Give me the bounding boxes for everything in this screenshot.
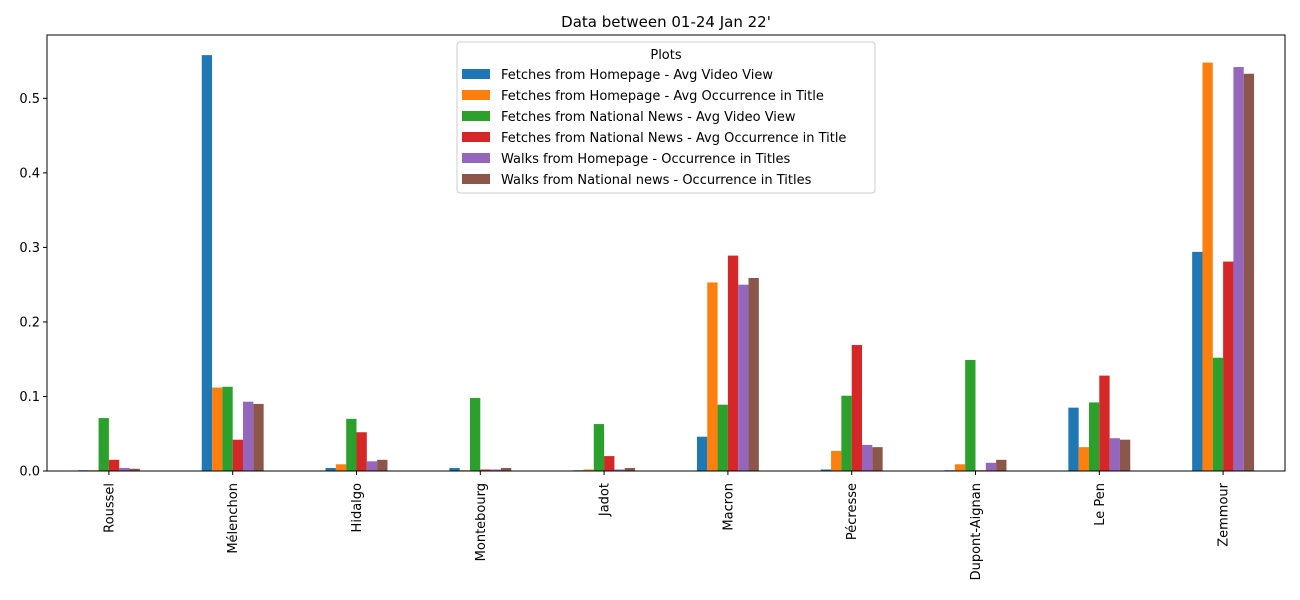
bar-le pen-series-2 xyxy=(1078,447,1089,471)
plot-frame xyxy=(46,34,1286,472)
bar-dupont-aignan-series-6 xyxy=(996,459,1007,471)
x-tick-label: Macron xyxy=(721,483,736,531)
bar-hidalgo-series-5 xyxy=(366,461,378,471)
bar-mélenchon-series-2 xyxy=(212,387,223,471)
y-tick-label: 0.0 xyxy=(19,465,40,480)
legend-swatch xyxy=(462,111,490,121)
legend-frame xyxy=(456,41,876,194)
x-tick-label: Jadot xyxy=(598,483,613,517)
legend-entry: Fetches from National News - Avg Video V… xyxy=(501,110,796,125)
y-tick-label: 0.3 xyxy=(19,241,40,256)
x-tick-label: Roussel xyxy=(102,483,117,533)
legend-swatch xyxy=(462,69,490,79)
legend-entry: Fetches from Homepage - Avg Occurrence i… xyxy=(501,89,824,104)
bar-roussel-series-6 xyxy=(129,468,140,471)
chart-title: Data between 01-24 Jan 22' xyxy=(561,13,771,31)
bar-hidalgo-series-6 xyxy=(377,459,388,471)
legend-entry: Fetches from National News - Avg Occurre… xyxy=(501,131,846,146)
bar-montebourg-series-6 xyxy=(500,468,512,471)
bar-mélenchon-series-6 xyxy=(253,403,264,471)
bar-roussel-series-3 xyxy=(98,418,109,471)
legend-swatch xyxy=(462,90,490,100)
bar-jadot-series-4 xyxy=(604,456,615,471)
bar-macron-series-1 xyxy=(696,436,708,471)
bar-pécresse-series-6 xyxy=(872,447,883,471)
bar-le pen-series-3 xyxy=(1088,402,1100,471)
bar-le pen-series-6 xyxy=(1119,439,1131,471)
bar-zemmour-series-5 xyxy=(1233,67,1244,472)
bar-zemmour-series-4 xyxy=(1223,261,1234,471)
legend-entry: Fetches from Homepage - Avg Video View xyxy=(501,68,773,83)
legend-entry: Walks from Homepage - Occurrence in Titl… xyxy=(501,152,791,167)
bar-le pen-series-1 xyxy=(1068,407,1079,471)
y-axis: 0.0 0.1 0.2 0.3 0.4 0.5 xyxy=(19,92,47,480)
x-tick-label: Montebourg xyxy=(474,483,489,561)
y-tick-label: 0.2 xyxy=(19,315,40,330)
bar-pécresse-series-3 xyxy=(841,395,852,471)
bar-zemmour-series-3 xyxy=(1212,357,1224,471)
bar-mélenchon-series-1 xyxy=(201,55,213,472)
bar-hidalgo-series-2 xyxy=(335,464,347,471)
bar-le pen-series-5 xyxy=(1109,438,1120,471)
bar-jadot-series-2 xyxy=(583,469,594,471)
x-tick-label: Hidalgo xyxy=(350,483,365,532)
x-tick-label: Mélenchon xyxy=(226,483,241,554)
bar-mélenchon-series-5 xyxy=(243,401,254,471)
bar-mélenchon-series-3 xyxy=(222,386,233,471)
bar-roussel-series-5 xyxy=(119,468,130,471)
bar-pécresse-series-1 xyxy=(820,469,832,471)
bar-zemmour-series-2 xyxy=(1202,62,1213,471)
y-tick-label: 0.1 xyxy=(19,390,40,405)
legend: Plots Fetches from Homepage - Avg Video V… xyxy=(456,41,876,194)
bar-mélenchon-series-4 xyxy=(232,439,244,471)
bar-dupont-aignan-series-5 xyxy=(985,462,997,471)
bar-dupont-aignan-series-3 xyxy=(965,359,976,471)
bar-macron-series-6 xyxy=(748,277,759,471)
bar-montebourg-series-5 xyxy=(490,469,501,471)
bar-le pen-series-4 xyxy=(1099,375,1110,471)
x-tick-label: Pécresse xyxy=(845,483,860,540)
bar-pécresse-series-2 xyxy=(831,450,842,471)
bar-montebourg-series-3 xyxy=(469,397,481,471)
bar-roussel-series-4 xyxy=(108,459,120,471)
bar-montebourg-series-1 xyxy=(449,468,460,471)
bar-montebourg-series-4 xyxy=(480,469,491,471)
bar-jadot-series-5 xyxy=(614,469,625,471)
legend-title: Plots xyxy=(650,48,682,63)
legend-swatch xyxy=(462,132,490,142)
x-tick-label: Zemmour xyxy=(1217,482,1232,546)
bar-dupont-aignan-series-2 xyxy=(954,464,966,471)
x-tick-label: Dupont-Aignan xyxy=(969,483,984,580)
y-tick-label: 0.4 xyxy=(19,166,40,181)
bar-zemmour-series-1 xyxy=(1192,251,1203,471)
bars-group xyxy=(77,55,1255,472)
bar-hidalgo-series-4 xyxy=(356,432,367,471)
x-axis: Roussel Mélenchon Hidalgo Montebourg Jadot Ma… xyxy=(102,471,1232,580)
bar-pécresse-series-5 xyxy=(862,444,873,471)
legend-entry: Walks from National news - Occurrence in… xyxy=(501,173,812,188)
bar-macron-series-4 xyxy=(727,255,739,471)
bar-macron-series-3 xyxy=(717,404,728,471)
x-tick-label: Le Pen xyxy=(1093,483,1108,526)
bar-zemmour-series-6 xyxy=(1243,73,1255,471)
bar-hidalgo-series-3 xyxy=(346,418,357,471)
legend-swatch xyxy=(462,174,490,184)
y-tick-label: 0.5 xyxy=(19,92,40,107)
bar-jadot-series-6 xyxy=(624,468,636,471)
legend-swatch xyxy=(462,153,490,163)
bar-macron-series-2 xyxy=(707,282,718,471)
bar-pécresse-series-4 xyxy=(851,345,863,471)
bar-hidalgo-series-1 xyxy=(325,468,336,471)
bar-jadot-series-3 xyxy=(593,424,605,471)
bar-macron-series-5 xyxy=(738,284,749,471)
